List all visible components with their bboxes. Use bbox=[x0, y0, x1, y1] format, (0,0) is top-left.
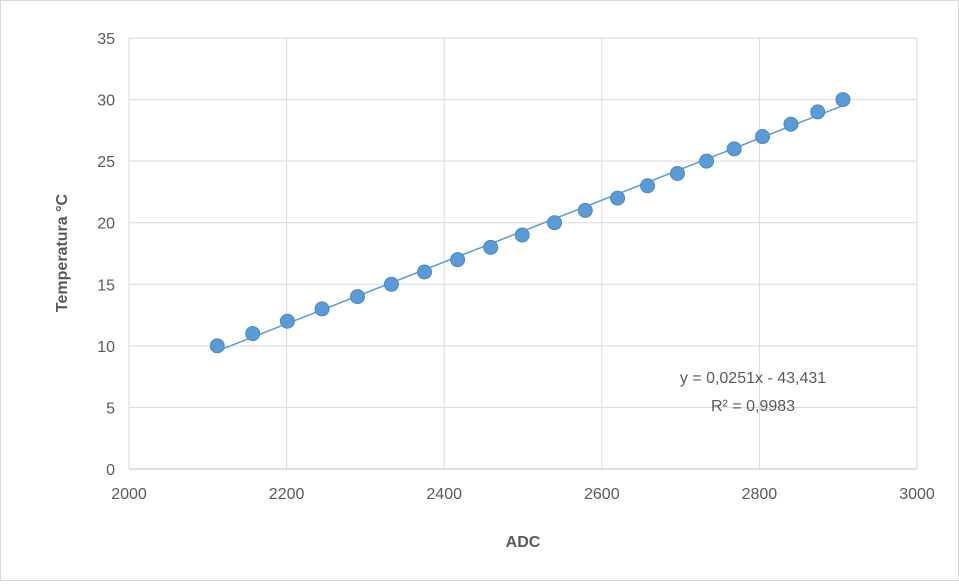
y-tick-label: 20 bbox=[97, 216, 115, 233]
data-point bbox=[383, 276, 399, 292]
data-point bbox=[350, 289, 366, 305]
x-tick-label: 2400 bbox=[426, 486, 462, 503]
y-tick-label: 10 bbox=[97, 339, 115, 356]
trendline-r-squared: R² = 0,9983 bbox=[711, 398, 795, 415]
y-tick-label: 25 bbox=[97, 154, 115, 171]
x-tick-labels: 2000 2200 2400 2600 2800 3000 bbox=[111, 486, 935, 503]
data-point bbox=[783, 116, 799, 132]
y-tick-label: 0 bbox=[106, 462, 115, 479]
y-tick-label: 15 bbox=[97, 277, 115, 294]
data-points bbox=[209, 92, 851, 354]
linear-trendline bbox=[216, 104, 844, 352]
data-point bbox=[209, 338, 225, 354]
data-point bbox=[314, 301, 330, 317]
data-point bbox=[514, 227, 530, 243]
gridlines bbox=[128, 37, 918, 470]
x-axis-title: ADC bbox=[506, 534, 541, 551]
y-tick-label: 5 bbox=[106, 400, 115, 417]
data-point bbox=[245, 326, 261, 342]
data-point bbox=[279, 313, 295, 329]
x-tick-label: 2800 bbox=[742, 486, 778, 503]
data-point bbox=[755, 129, 771, 145]
y-tick-label: 30 bbox=[97, 93, 115, 110]
x-tick-label: 2000 bbox=[111, 486, 147, 503]
data-point bbox=[810, 104, 826, 120]
x-tick-label: 2600 bbox=[584, 486, 620, 503]
data-point bbox=[417, 264, 432, 280]
data-point bbox=[450, 252, 466, 268]
x-tick-label: 3000 bbox=[899, 486, 935, 503]
y-axis-title: Temperatura °C bbox=[54, 193, 71, 312]
data-point bbox=[835, 92, 851, 108]
data-point bbox=[577, 202, 593, 218]
data-point bbox=[699, 153, 715, 169]
data-point bbox=[669, 165, 685, 181]
data-point bbox=[640, 178, 656, 194]
trendline-equation: y = 0,0251x - 43,431 bbox=[680, 370, 826, 387]
x-tick-label: 2200 bbox=[269, 486, 305, 503]
data-point bbox=[483, 239, 499, 255]
data-point bbox=[547, 215, 563, 231]
data-point bbox=[726, 141, 742, 157]
y-tick-label: 35 bbox=[97, 31, 115, 48]
data-point bbox=[610, 190, 626, 206]
y-tick-labels: 0 5 10 15 20 25 30 35 bbox=[97, 31, 115, 479]
